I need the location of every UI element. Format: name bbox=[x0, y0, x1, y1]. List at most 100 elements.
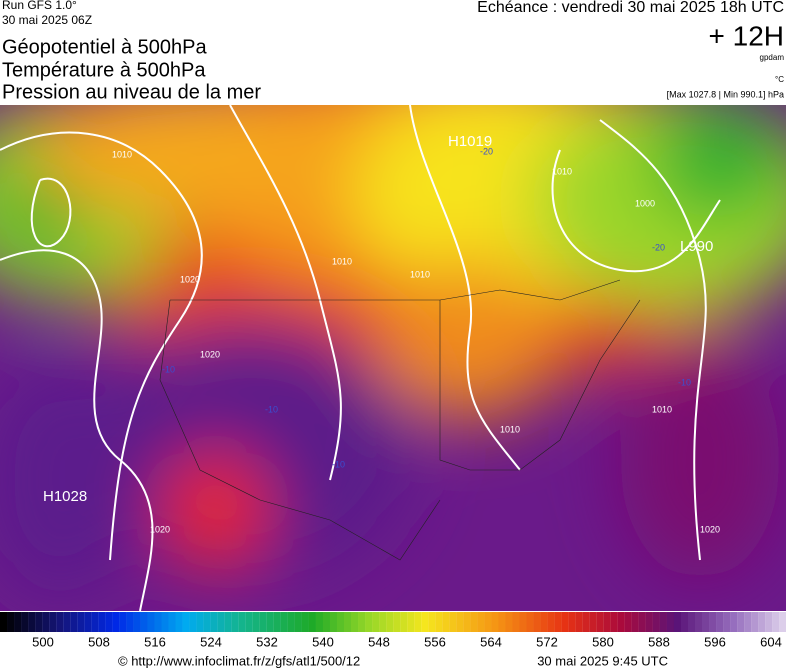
colorbar-swatch bbox=[126, 612, 134, 632]
colorbar-swatch bbox=[273, 612, 281, 632]
colorbar-swatch bbox=[421, 612, 429, 632]
colorbar-swatch bbox=[709, 612, 717, 632]
colorbar-swatch bbox=[765, 612, 773, 632]
colorbar-swatch bbox=[477, 612, 485, 632]
colorbar-swatch bbox=[547, 612, 555, 632]
colorbar-swatch bbox=[63, 612, 71, 632]
colorbar-label: 532 bbox=[256, 634, 278, 649]
run-label: Run GFS 1.0° bbox=[2, 0, 77, 12]
colorbar-swatch bbox=[582, 612, 590, 632]
colorbar-swatch bbox=[526, 612, 534, 632]
colorbar-swatch bbox=[463, 612, 471, 632]
colorbar-swatch bbox=[210, 612, 218, 632]
colorbar-label: 596 bbox=[704, 634, 726, 649]
colorbar-swatch bbox=[435, 612, 443, 632]
pressure-range: [Max 1027.8 | Min 990.1] hPa bbox=[667, 89, 784, 99]
contour-label: -20 bbox=[652, 242, 665, 252]
forecast-time: Echéance : vendredi 30 mai 2025 18h UTC bbox=[477, 0, 784, 16]
contour-label: 1000 bbox=[635, 198, 655, 208]
colorbar-swatch bbox=[301, 612, 309, 632]
colorbar-swatch bbox=[645, 612, 653, 632]
colorbar-swatch bbox=[91, 612, 99, 632]
colorbar-swatch bbox=[196, 612, 204, 632]
colorbar-swatch bbox=[70, 612, 78, 632]
colorbar-swatch bbox=[49, 612, 57, 632]
colorbar-swatch bbox=[519, 612, 527, 632]
colorbar-swatch bbox=[336, 612, 345, 632]
colorbar-swatch bbox=[245, 612, 253, 632]
contour-label: 1010 bbox=[410, 269, 430, 279]
contour-label: 1010 bbox=[652, 404, 672, 414]
colorbar-swatch bbox=[687, 612, 696, 632]
colorbar-swatch bbox=[252, 612, 260, 632]
colorbar-swatch bbox=[189, 612, 197, 632]
colorbar-swatch bbox=[315, 612, 323, 632]
colorbar-swatch bbox=[491, 612, 499, 632]
footer-time: 30 mai 2025 9:45 UTC bbox=[537, 653, 668, 668]
colorbar-label: 500 bbox=[32, 634, 54, 649]
contour-label: 1020 bbox=[200, 349, 220, 359]
colorbar-swatch bbox=[428, 612, 436, 632]
contour-label: -10 bbox=[265, 404, 278, 414]
contour-label: 1020 bbox=[700, 524, 720, 534]
colorbar-swatch bbox=[351, 612, 359, 632]
colorbar-swatch bbox=[238, 612, 246, 632]
colorbar-swatch bbox=[744, 612, 752, 632]
title-line: Pression au niveau de la mer bbox=[2, 81, 261, 103]
colorbar-swatch bbox=[280, 612, 288, 632]
colorbar-swatch bbox=[294, 612, 302, 632]
colorbar-swatch bbox=[652, 612, 660, 632]
unit-label: °C bbox=[775, 75, 784, 84]
colorbar-swatch bbox=[442, 612, 450, 632]
colorbar-swatch bbox=[231, 612, 239, 632]
footer-url: © http://www.infoclimat.fr/z/gfs/atl1/50… bbox=[118, 653, 360, 668]
colorbar-swatch bbox=[533, 612, 541, 632]
colorbar-swatch bbox=[554, 612, 562, 632]
contour-label: H1019 bbox=[448, 133, 492, 150]
header: Run GFS 1.0° 30 mai 2025 06Z Géopotentie… bbox=[2, 0, 784, 103]
colorbar-label: 572 bbox=[536, 634, 558, 649]
colorbar-swatch bbox=[203, 612, 211, 632]
colorbar-label: 556 bbox=[424, 634, 446, 649]
contour-label: 1010 bbox=[332, 256, 352, 266]
colorbar: 500 508 516 524 532 540 548 556 564 572 580 588 596 6… bbox=[0, 612, 786, 649]
contour-label: -10 bbox=[162, 364, 175, 374]
colorbar-swatch bbox=[98, 612, 106, 632]
colorbar-swatch bbox=[470, 612, 478, 632]
colorbar-swatch bbox=[56, 612, 64, 632]
colorbar-swatch bbox=[112, 612, 120, 632]
contour-label: 1020 bbox=[180, 274, 200, 284]
colorbar-swatch bbox=[0, 612, 8, 632]
colorbar-label: 508 bbox=[88, 634, 110, 649]
colorbar-swatch bbox=[498, 612, 506, 632]
colorbar-swatch bbox=[84, 612, 92, 632]
colorbar-swatch bbox=[217, 612, 225, 632]
colorbar-swatch bbox=[484, 612, 492, 632]
contour-label: 1010 bbox=[112, 149, 132, 159]
colorbar-swatch bbox=[568, 612, 576, 632]
colorbar-swatch bbox=[7, 612, 15, 632]
colorbar-swatch bbox=[308, 612, 316, 632]
colorbar-swatch bbox=[414, 612, 422, 632]
colorbar-swatch bbox=[617, 612, 625, 632]
colorbar-swatch bbox=[638, 612, 646, 632]
colorbar-swatch bbox=[596, 612, 604, 632]
colorbar-label: 564 bbox=[480, 634, 502, 649]
title-line: Température à 500hPa bbox=[2, 59, 206, 81]
colorbar-swatch bbox=[407, 612, 415, 632]
colorbar-swatch bbox=[175, 612, 183, 632]
colorbar-swatch bbox=[77, 612, 85, 632]
unit-label: gpdam bbox=[760, 53, 785, 62]
contour-label: -10 bbox=[332, 459, 345, 469]
colorbar-label: 524 bbox=[200, 634, 222, 649]
colorbar-swatch bbox=[147, 612, 155, 632]
colorbar-swatch bbox=[343, 612, 352, 632]
colorbar-swatch bbox=[14, 612, 22, 632]
colorbar-swatch bbox=[140, 612, 148, 632]
colorbar-swatch bbox=[21, 612, 29, 632]
map-labels: H1019 H1028 L990 1010 1010 1020 1010 1010 1020 10… bbox=[43, 133, 720, 534]
colorbar-swatch bbox=[666, 612, 674, 632]
colorbar-swatch bbox=[603, 612, 611, 632]
colorbar-swatch bbox=[119, 612, 127, 632]
